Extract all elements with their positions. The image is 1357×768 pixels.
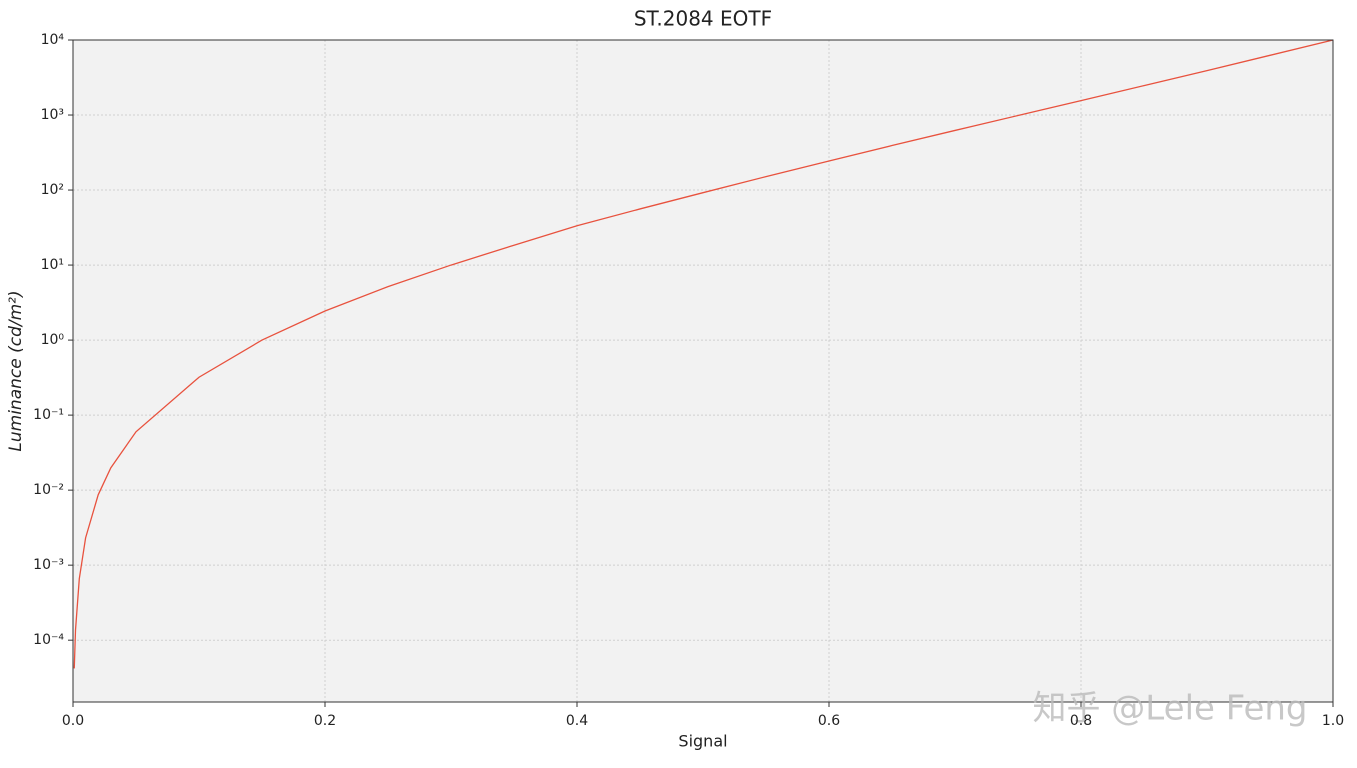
x-tick-label: 1.0 bbox=[1322, 713, 1344, 729]
data-line bbox=[73, 39, 1334, 669]
y-tick-label: 10⁰ bbox=[41, 332, 65, 348]
y-tick-label: 10⁻⁴ bbox=[33, 632, 64, 648]
y-tick-label: 10⁻² bbox=[33, 482, 64, 498]
y-tick-label: 10¹ bbox=[41, 257, 64, 273]
y-tick-label: 10² bbox=[41, 182, 64, 198]
plot-area bbox=[73, 40, 1333, 702]
x-tick-label: 0.8 bbox=[1070, 713, 1092, 729]
y-axis-label: Luminance (cd/m²) bbox=[6, 290, 26, 451]
watermark: 知乎 @Lele Feng bbox=[1033, 689, 1308, 729]
x-tick-label: 0.2 bbox=[314, 713, 336, 729]
x-tick-label: 0.0 bbox=[62, 713, 84, 729]
plot-frame bbox=[72, 39, 1334, 703]
x-tick-label: 0.4 bbox=[566, 713, 588, 729]
x-axis-label: Signal bbox=[678, 732, 727, 751]
y-tick-label: 10⁻¹ bbox=[33, 407, 64, 423]
chart-title: ST.2084 EOTF bbox=[634, 7, 772, 31]
y-tick-label: 10⁴ bbox=[41, 32, 65, 48]
x-tick-label: 0.6 bbox=[818, 713, 840, 729]
y-tick-label: 10⁻³ bbox=[33, 557, 64, 573]
y-tick-label: 10³ bbox=[41, 107, 64, 123]
